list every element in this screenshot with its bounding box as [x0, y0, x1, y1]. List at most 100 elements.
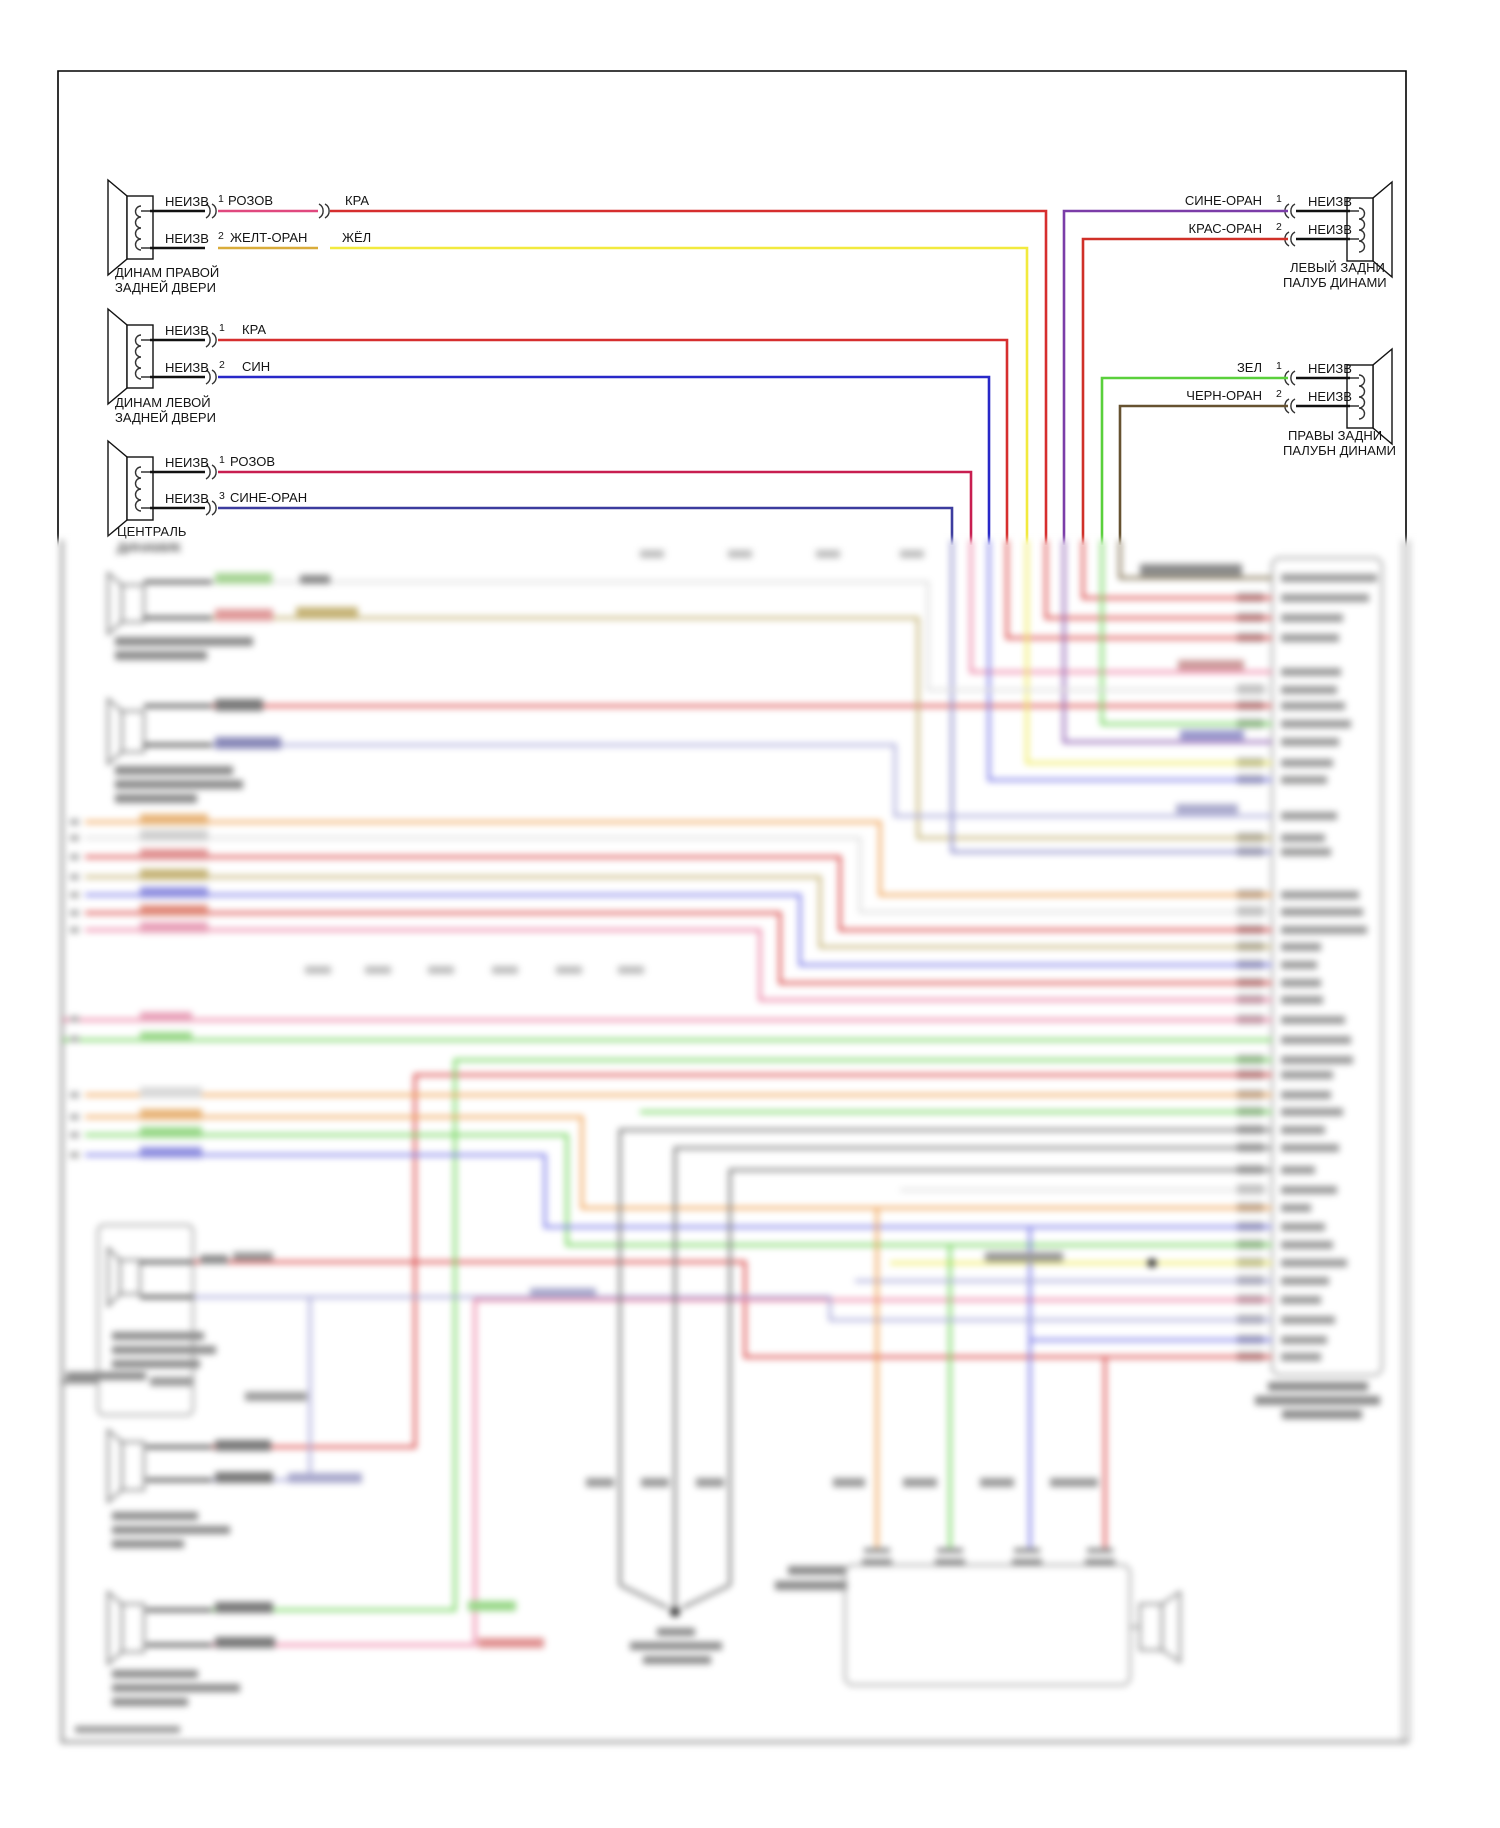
wire-label: ЖЕЛТ-ОРАН — [230, 230, 307, 245]
connector-icon — [205, 332, 217, 385]
pin-number: 1 — [218, 193, 224, 205]
speaker-left-rear-door: НЕИЗВ 1 КРА НЕИЗВ 2 СИН ДИНАМ ЛЕВОЙ ЗАДН… — [107, 307, 1009, 545]
wire-label: СИНЕ-ОРАН — [230, 490, 307, 505]
ground-point — [670, 1607, 680, 1617]
pin-label: НЕИЗВ — [165, 360, 209, 375]
speaker-frame-icon — [121, 1603, 145, 1653]
connector-row-label — [1281, 686, 1337, 694]
connector-row-label — [1281, 720, 1351, 728]
speaker-frame-icon — [121, 584, 145, 623]
speaker-name: ЗАДНЕЙ ДВЕРИ — [115, 410, 216, 425]
connector-row-label — [1281, 594, 1369, 602]
wire-label: РОЗОВ — [230, 454, 275, 469]
pin-label: НЕИЗВ — [1308, 389, 1352, 404]
pin-number: 1 — [1276, 360, 1282, 372]
connector-row-label — [1281, 1259, 1347, 1267]
coil-icon — [134, 466, 150, 512]
connector-row-label — [1281, 1036, 1351, 1044]
speaker-cone-icon — [107, 1428, 123, 1504]
pin-number: 2 — [1276, 221, 1282, 233]
pin-label: НЕИЗВ — [165, 491, 209, 506]
pin-number: 1 — [1276, 193, 1282, 205]
blurred-diagram-region: ДИНАМИК — [25, 540, 1475, 1785]
page-border — [57, 70, 1407, 555]
pin-label: НЕИЗВ — [165, 231, 209, 246]
connector-row-label — [1281, 759, 1333, 767]
wire-label: КРАС-ОРАН — [1189, 221, 1262, 236]
page-border-blurred — [1402, 540, 1410, 1742]
speaker-frame-icon — [119, 1259, 141, 1295]
connector-row-label — [1281, 1071, 1333, 1079]
connector-row-label — [1281, 908, 1363, 916]
coil-icon — [134, 334, 150, 380]
pin-number: 2 — [1276, 388, 1282, 400]
wire-label: КРА — [242, 322, 266, 337]
pin-number: 2 — [218, 230, 224, 242]
connector-row-label — [1281, 1204, 1311, 1212]
connector-row-label — [1281, 1186, 1337, 1194]
connector-row-label — [1281, 1056, 1353, 1064]
pin-label: НЕИЗВ — [165, 323, 209, 338]
sharp-layer: НЕИЗВ 1 РОЗОВ КРА НЕИЗВ 2 ЖЕЛТ-ОРАН ЖЁЛ … — [57, 70, 1407, 555]
speaker-name: ЗАДНЕЙ ДВЕРИ — [115, 280, 216, 295]
speaker-name: ЛЕВЫЙ ЗАДНИ — [1290, 260, 1385, 275]
speaker-name: ДИНАМ ЛЕВОЙ — [115, 395, 211, 410]
wire-label: ЖЁЛ — [342, 230, 371, 245]
speaker-cone-icon — [1161, 1590, 1181, 1664]
connector-row-label — [1281, 1091, 1331, 1099]
connector-row-label — [1281, 926, 1367, 934]
wire-label: СИН — [242, 359, 270, 374]
speaker-frame-icon — [121, 710, 145, 753]
connector-row-label — [1281, 776, 1327, 784]
connector-row-label — [1281, 812, 1337, 820]
connector-row-label — [1281, 1316, 1335, 1324]
speaker-left-rear-deck: СИНЕ-ОРАН 1 НЕИЗВ КРАС-ОРАН 2 НЕИЗВ ЛЕВЫ… — [1062, 180, 1393, 545]
connector-row-label — [1281, 614, 1343, 622]
wire-label: ЧЕРН-ОРАН — [1186, 388, 1262, 403]
wire-label: КРА — [345, 193, 369, 208]
connector-row-label — [1281, 668, 1341, 676]
speaker-frame-icon — [1139, 1603, 1163, 1651]
connector-row-label — [1281, 1108, 1343, 1116]
component-housing — [97, 1224, 194, 1416]
wire-label: ЗЕЛ — [1237, 360, 1262, 375]
connector-row-label — [1281, 1016, 1345, 1024]
connector-row-label — [1281, 1277, 1329, 1285]
connector-icon — [205, 464, 217, 516]
connector-row-label — [1281, 848, 1331, 856]
speaker-centre: НЕИЗВ 1 РОЗОВ НЕИЗВ 3 СИНЕ-ОРАН ЦЕНТРАЛЬ — [107, 439, 973, 545]
speaker-cone-icon — [107, 1590, 123, 1666]
main-connector-block — [1271, 557, 1383, 1376]
speaker-cone-icon — [107, 439, 128, 538]
pin-number: 3 — [219, 490, 225, 502]
pin-label: НЕИЗВ — [165, 194, 209, 209]
speaker-right-rear-door: НЕИЗВ 1 РОЗОВ КРА НЕИЗВ 2 ЖЕЛТ-ОРАН ЖЁЛ … — [107, 178, 1048, 545]
connector-row-label — [1281, 1241, 1333, 1249]
connector-row-label — [1281, 961, 1317, 969]
amplifier-box — [844, 1564, 1131, 1686]
connector-row-label — [1281, 574, 1377, 582]
connector-row-label — [1281, 1336, 1327, 1344]
connector-row-label — [1281, 1144, 1339, 1152]
connector-row-label — [1281, 1353, 1321, 1361]
connector-row-label — [1281, 634, 1339, 642]
pin-label: НЕИЗВ — [165, 455, 209, 470]
pin-label: НЕИЗВ — [1308, 194, 1352, 209]
connector-row-label — [1281, 1126, 1325, 1134]
speaker-cone-icon — [107, 697, 123, 766]
coil-icon — [134, 205, 150, 251]
speaker-frame-icon — [121, 1441, 145, 1491]
speaker-name: ПАЛУБН ДИНАМИ — [1283, 443, 1396, 458]
pin-label: НЕИЗВ — [1308, 222, 1352, 237]
connector-row-label — [1281, 834, 1325, 842]
speaker-name: ДИНАМ ПРАВОЙ — [115, 265, 219, 280]
pin-number: 1 — [219, 322, 225, 334]
amp-pins — [862, 1548, 1115, 1565]
text-blobs — [66, 550, 1380, 1733]
pin-label: НЕИЗВ — [1308, 361, 1352, 376]
connector-row-label — [1281, 1166, 1315, 1174]
speaker-name: ПРАВЫ ЗАДНИ — [1288, 428, 1382, 443]
speaker-right-rear-deck: ЗЕЛ 1 НЕИЗВ ЧЕРН-ОРАН 2 НЕИЗВ ПРАВЫ ЗАДН… — [1100, 347, 1396, 545]
wire-label: РОЗОВ — [228, 193, 273, 208]
